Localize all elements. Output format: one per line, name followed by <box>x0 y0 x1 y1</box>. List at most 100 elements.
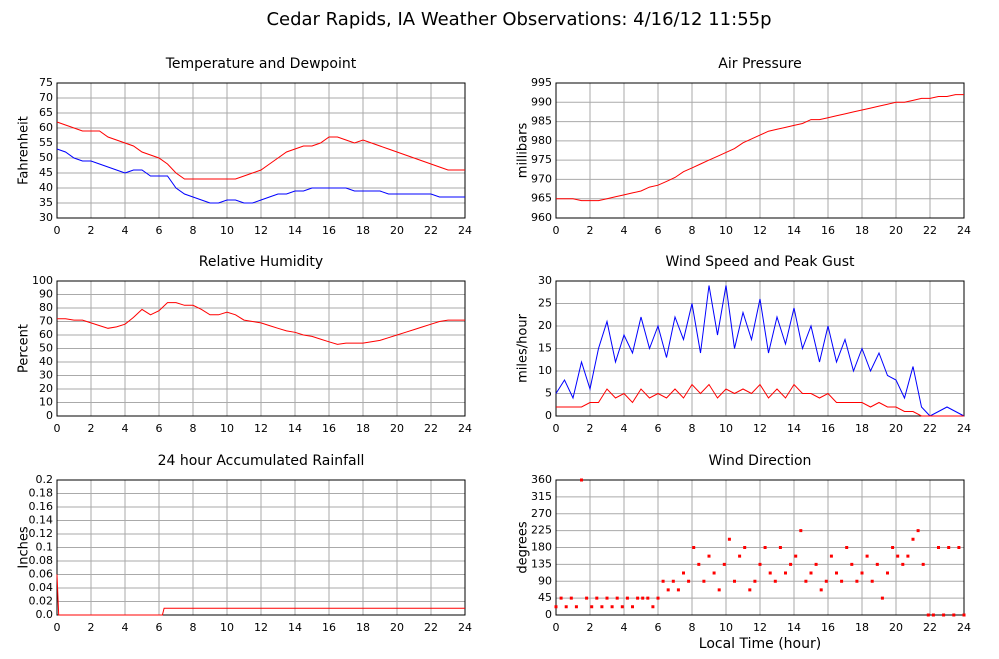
data-point <box>738 554 742 558</box>
y-tick-label: 30 <box>538 274 552 287</box>
x-tick-label: 10 <box>719 422 733 435</box>
y-tick-label: 0.18 <box>29 487 54 500</box>
x-tick-label: 18 <box>356 621 370 634</box>
data-point <box>916 529 920 533</box>
page-title: Cedar Rapids, IA Weather Observations: 4… <box>266 9 771 30</box>
y-tick-label: 270 <box>531 507 552 520</box>
data-point <box>692 546 696 549</box>
y-axis-label: Inches <box>17 526 32 568</box>
data-point <box>778 546 782 549</box>
x-tick-label: 14 <box>787 621 801 634</box>
data-point <box>845 546 849 549</box>
y-tick-label: 995 <box>531 76 552 89</box>
x-tick-label: 22 <box>923 224 937 237</box>
data-line <box>555 285 965 417</box>
data-point <box>804 579 808 583</box>
data-point <box>702 579 706 583</box>
y-tick-label: 30 <box>39 211 53 224</box>
data-point <box>687 579 691 583</box>
x-tick-label: 0 <box>54 621 61 634</box>
data-point <box>666 588 670 592</box>
data-point <box>931 613 935 617</box>
data-point <box>743 546 747 549</box>
y-tick-label: 70 <box>39 315 53 328</box>
data-point <box>661 579 665 583</box>
y-tick-label: 20 <box>39 382 53 395</box>
data-line <box>57 302 465 345</box>
data-point <box>962 613 966 617</box>
x-tick-label: 16 <box>322 621 336 634</box>
y-tick-label: 10 <box>39 396 53 409</box>
data-point <box>942 613 946 617</box>
y-tick-label: 65 <box>39 106 53 119</box>
data-point <box>763 546 767 549</box>
y-tick-label: 100 <box>32 274 53 287</box>
data-point <box>722 562 726 566</box>
x-tick-label: 6 <box>655 422 662 435</box>
data-point <box>712 571 716 575</box>
y-tick-label: 50 <box>39 342 53 355</box>
data-point <box>921 562 925 566</box>
plot-frame <box>555 280 965 417</box>
y-tick-label: 90 <box>538 574 552 587</box>
y-tick-label: 0 <box>545 608 552 621</box>
x-tick-label: 4 <box>621 422 628 435</box>
data-point <box>880 596 884 600</box>
x-tick-label: 6 <box>156 422 163 435</box>
x-tick-label: 10 <box>220 224 234 237</box>
data-point <box>937 546 940 549</box>
data-point <box>600 605 604 609</box>
x-tick-label: 0 <box>54 224 61 237</box>
data-point <box>947 546 951 549</box>
x-tick-label: 10 <box>220 621 234 634</box>
x-tick-label: 6 <box>655 621 662 634</box>
data-point <box>569 596 573 600</box>
y-tick-label: 0.08 <box>29 554 54 567</box>
y-tick-label: 10 <box>538 364 552 377</box>
data-point <box>580 478 583 482</box>
data-line <box>556 94 964 202</box>
y-tick-label: 0.12 <box>29 527 54 540</box>
y-tick-label: 80 <box>39 301 53 314</box>
y-tick-label: 55 <box>39 136 53 149</box>
data-point <box>784 571 787 575</box>
y-axis-label: millibars <box>516 123 531 179</box>
data-point <box>697 562 701 566</box>
x-tick-label: 0 <box>553 224 560 237</box>
y-tick-label: 970 <box>531 172 552 185</box>
y-tick-label: 20 <box>538 319 552 332</box>
y-tick-label: 45 <box>538 591 552 604</box>
x-tick-label: 20 <box>390 422 404 435</box>
data-point <box>789 562 793 566</box>
data-point <box>564 605 568 609</box>
x-tick-label: 6 <box>156 224 163 237</box>
x-tick-label: 4 <box>621 224 628 237</box>
y-tick-label: 5 <box>545 387 552 400</box>
data-point <box>850 562 854 566</box>
chart-title: Air Pressure <box>718 56 801 72</box>
data-point <box>926 613 930 617</box>
x-tick-label: 12 <box>753 224 767 237</box>
x-tick-label: 12 <box>254 422 268 435</box>
y-tick-label: 985 <box>531 115 552 128</box>
x-tick-label: 4 <box>122 224 129 237</box>
y-tick-label: 960 <box>531 211 552 224</box>
y-tick-label: 980 <box>531 134 552 147</box>
data-point <box>671 579 675 583</box>
chart-title: Wind Direction <box>709 453 812 469</box>
data-point <box>855 579 859 583</box>
data-point <box>605 596 609 600</box>
x-tick-label: 18 <box>356 224 370 237</box>
y-tick-label: 40 <box>39 355 53 368</box>
x-tick-label: 12 <box>254 621 268 634</box>
data-point <box>651 605 655 609</box>
x-axis-label: Local Time (hour) <box>699 636 821 652</box>
data-point <box>891 546 895 549</box>
plot-frame <box>555 82 965 219</box>
x-tick-label: 22 <box>923 422 937 435</box>
x-tick-label: 24 <box>458 224 472 237</box>
y-tick-label: 0.16 <box>29 500 54 513</box>
data-point <box>829 554 833 558</box>
data-point <box>646 596 650 600</box>
chart-title: 24 hour Accumulated Rainfall <box>158 453 365 469</box>
